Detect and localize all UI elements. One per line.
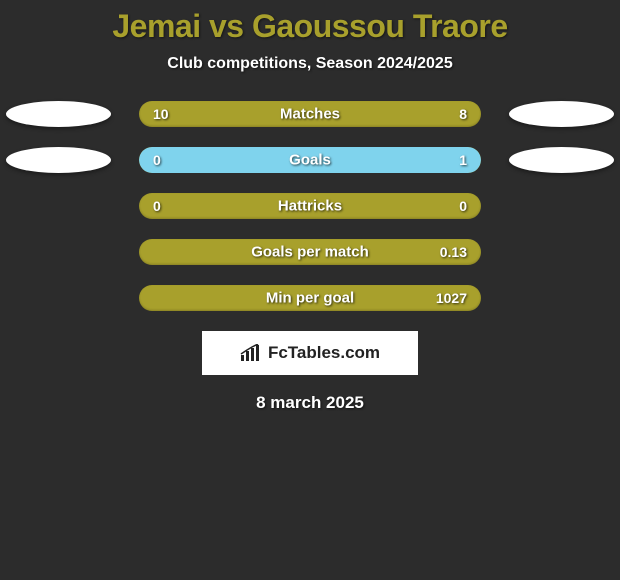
player-marker-right (509, 101, 614, 127)
stat-value-right: 0 (459, 198, 467, 214)
stat-bar: Min per goal1027 (139, 285, 481, 311)
stat-label: Min per goal (139, 290, 481, 307)
player-marker-left (6, 147, 111, 173)
stat-row: 0Goals1 (0, 147, 620, 173)
stat-value-right: 1027 (436, 290, 467, 306)
stat-rows: 10Matches80Goals10Hattricks0Goals per ma… (0, 101, 620, 311)
stat-value-right: 0.13 (440, 244, 467, 260)
stat-bar: Goals per match0.13 (139, 239, 481, 265)
player-marker-left (6, 101, 111, 127)
logo-box: FcTables.com (202, 331, 418, 375)
comparison-infographic: Jemai vs Gaoussou Traore Club competitio… (0, 0, 620, 413)
bar-chart-icon (240, 344, 262, 362)
stat-bar: 10Matches8 (139, 101, 481, 127)
player-marker-right (509, 147, 614, 173)
stat-row: 0Hattricks0 (0, 193, 620, 219)
stat-label: Hattricks (139, 198, 481, 215)
stat-label: Matches (139, 106, 481, 123)
stat-bar: 0Goals1 (139, 147, 481, 173)
date-text: 8 march 2025 (0, 393, 620, 413)
stat-label: Goals per match (139, 244, 481, 261)
page-title: Jemai vs Gaoussou Traore (0, 8, 620, 45)
stat-bar: 0Hattricks0 (139, 193, 481, 219)
stat-row: Min per goal1027 (0, 285, 620, 311)
stat-label: Goals (139, 152, 481, 169)
stat-row: 10Matches8 (0, 101, 620, 127)
stat-row: Goals per match0.13 (0, 239, 620, 265)
logo-text: FcTables.com (268, 343, 380, 363)
stat-value-right: 8 (459, 106, 467, 122)
stat-value-right: 1 (459, 152, 467, 168)
page-subtitle: Club competitions, Season 2024/2025 (0, 55, 620, 73)
